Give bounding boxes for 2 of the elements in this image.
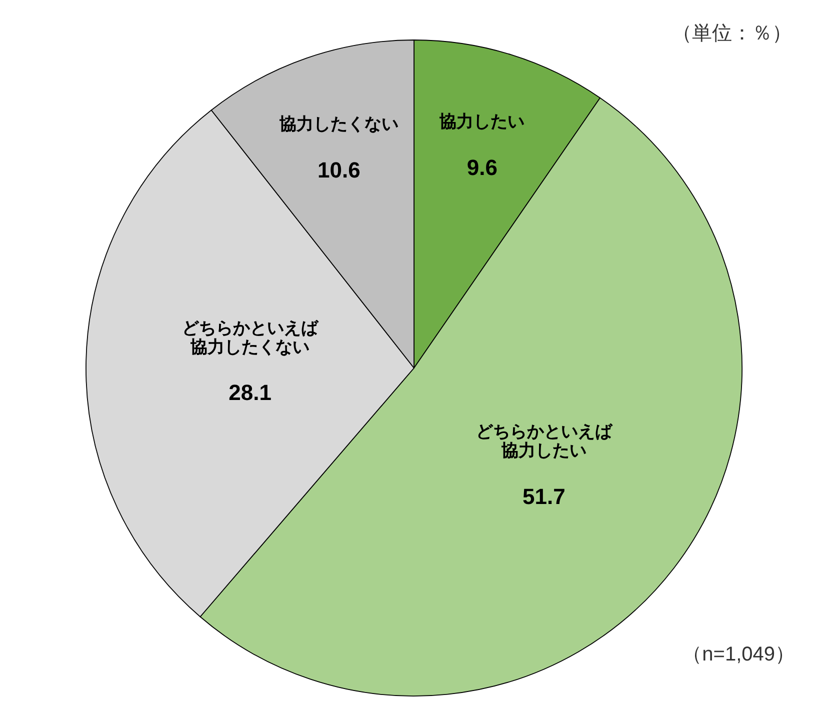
text: （単位：％）	[672, 22, 792, 44]
text: （n=1,049）	[682, 643, 795, 666]
